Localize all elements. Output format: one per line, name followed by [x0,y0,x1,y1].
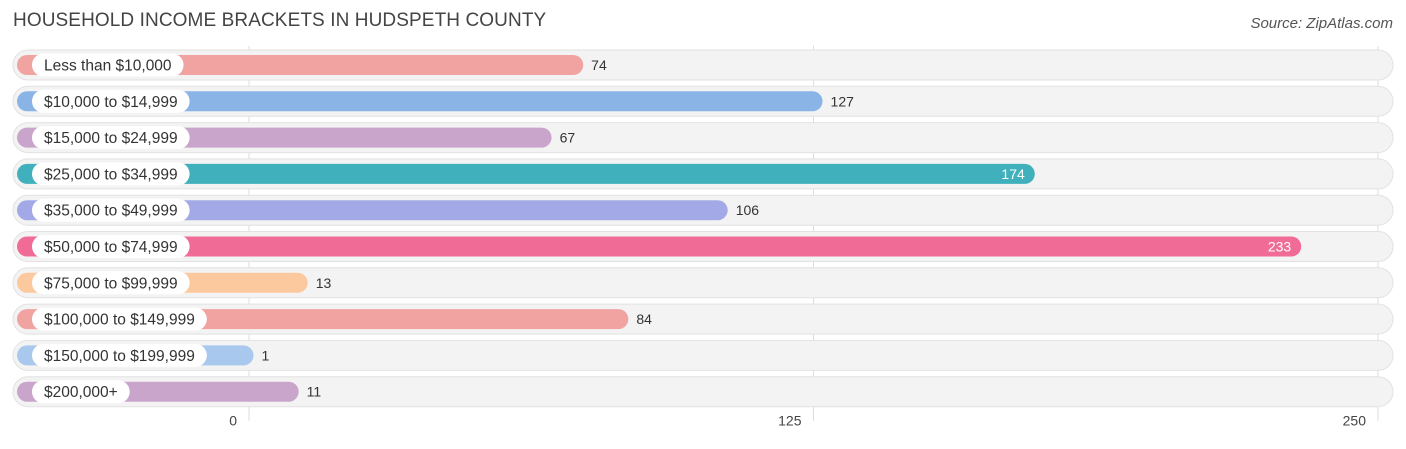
value-label: 1 [262,347,270,363]
category-label: $10,000 to $14,999 [44,94,178,111]
bar-row: $150,000 to $199,999 1 [12,339,1394,371]
category-label: $35,000 to $49,999 [44,203,178,220]
category-label-pill [32,162,190,186]
category-label-pill [32,89,190,113]
bar [17,91,823,112]
value-label: 106 [736,202,760,218]
bar-row: $10,000 to $14,999 127 [12,85,1394,117]
category-label: $100,000 to $149,999 [44,312,195,329]
category-label: Less than $10,000 [44,58,172,75]
bar [17,236,1302,257]
value-label: 74 [591,57,607,73]
x-tick-label: 250 [1343,413,1367,429]
x-tick-label: 0 [229,413,237,429]
value-label: 174 [1001,166,1025,182]
bar-row: $25,000 to $34,999 174 [12,158,1394,190]
x-tick-label: 125 [778,413,802,429]
category-label: $150,000 to $199,999 [44,348,195,365]
value-label: 13 [316,275,332,291]
bar-row: $35,000 to $49,999 106 [12,194,1394,226]
category-label: $50,000 to $74,999 [44,239,178,256]
bar-row: $200,000+ 11 [12,376,1394,408]
bar-row: $50,000 to $74,999 233 [12,231,1394,262]
category-label-pill [32,53,184,77]
bar [17,200,728,221]
chart-title: HOUSEHOLD INCOME BRACKETS IN HUDSPETH CO… [13,10,547,31]
value-label: 84 [636,311,652,327]
category-label-pill [32,271,190,295]
row-background [12,339,1394,371]
row-background [12,267,1394,299]
chart-source: Source: ZipAtlas.com [1250,15,1393,32]
value-label: 233 [1268,239,1292,255]
bar-row: Less than $10,000 74 [12,49,1394,81]
value-label: 67 [560,130,576,146]
category-label-pill [32,343,207,367]
category-label-pill [32,198,190,222]
category-label: $15,000 to $24,999 [44,130,178,147]
category-label: $25,000 to $34,999 [44,166,178,183]
category-label-pill [32,380,130,404]
category-label: $75,000 to $99,999 [44,275,178,292]
bar [17,163,1035,184]
category-label: $200,000+ [44,384,118,401]
category-label-pill [32,126,190,150]
value-label: 127 [831,93,855,109]
category-label-pill [32,235,190,258]
bar-row: $75,000 to $99,999 13 [12,267,1394,299]
row-background [12,376,1394,408]
category-label-pill [32,307,207,331]
bar-row: $15,000 to $24,999 67 [12,122,1394,154]
value-label: 11 [307,384,322,400]
bar-row: $100,000 to $149,999 84 [12,303,1394,335]
